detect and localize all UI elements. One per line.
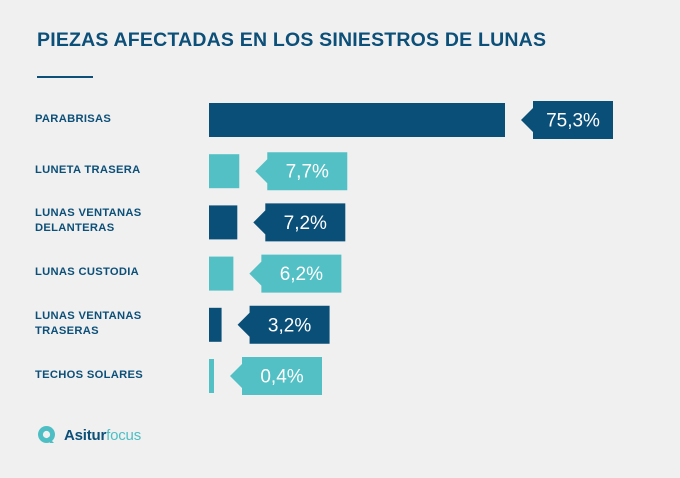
value-label-callout [237, 305, 330, 344]
category-label: LUNETA TRASERA [35, 163, 141, 176]
category-label: LUNAS VENTANAS DELANTERAS [35, 207, 142, 235]
brand-name-part1: Asitur [64, 426, 107, 444]
value-label: 3,2% [268, 315, 311, 336]
value-label-callout [249, 254, 342, 293]
category-label: PARABRISAS [35, 112, 112, 125]
value-label: 7,7% [286, 162, 329, 183]
value-label-callout [255, 152, 348, 191]
bar [209, 359, 214, 393]
bar [209, 307, 222, 342]
category-label: LUNAS CUSTODIA [35, 266, 140, 279]
value-label: 75,3% [546, 111, 600, 132]
value-label-callout [521, 101, 613, 139]
bar [209, 103, 505, 137]
bar [209, 205, 238, 240]
category-label: LUNAS VENTANAS TRASERAS [35, 309, 142, 337]
title-underline [37, 76, 93, 78]
category-label: TECHOS SOLARES [35, 368, 144, 381]
chart-title: PIEZAS AFECTADAS EN LOS SINIESTROS DE LU… [37, 29, 547, 51]
brand-logo: Asiturfocus [37, 425, 141, 445]
brand-logo-icon [38, 426, 55, 443]
value-label-callout [253, 203, 346, 242]
value-label: 0,4% [260, 367, 303, 388]
brand-name: Asiturfocus [64, 427, 141, 444]
bar [209, 154, 240, 189]
brand-name-part2: focus [106, 426, 141, 444]
value-label: 6,2% [280, 264, 323, 285]
value-label: 7,2% [284, 213, 327, 234]
value-label-callout [230, 357, 322, 395]
bar [209, 256, 234, 291]
